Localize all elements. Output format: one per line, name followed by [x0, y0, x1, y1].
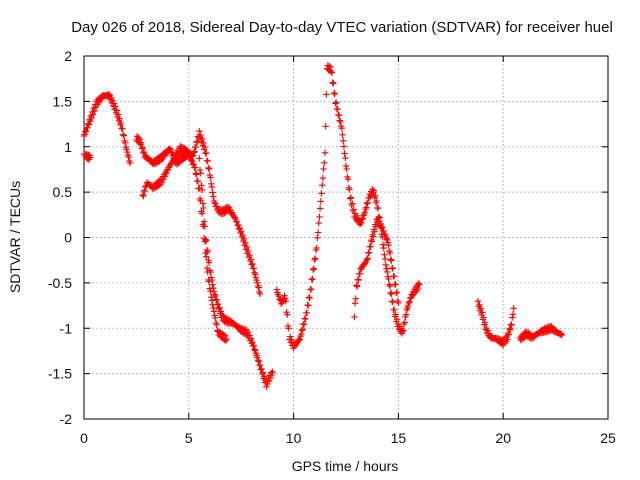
y-tick-label: 0	[64, 230, 72, 246]
data-marks	[80, 62, 566, 390]
series-trace-h	[474, 298, 517, 349]
series-trace-d	[139, 127, 264, 297]
series-trace-g	[351, 215, 402, 321]
x-tick-label: 5	[185, 430, 193, 446]
plus-markers-trace-i	[516, 323, 566, 344]
y-tick-label: -0.5	[48, 275, 72, 291]
plus-markers-trace-a	[80, 91, 134, 167]
plus-markers-trace-f	[273, 62, 423, 352]
chart-title: Day 026 of 2018, Sidereal Day-to-day VTE…	[71, 19, 613, 36]
y-tick-label: 0.5	[53, 184, 73, 200]
plus-markers-trace-h	[474, 298, 517, 349]
series-trace-f	[273, 62, 423, 352]
series-trace-b	[80, 150, 94, 163]
y-tick-label: -1.5	[48, 366, 72, 382]
y-tick-label: -1	[60, 320, 73, 336]
y-axis-label: SDTVAR / TECUs	[7, 181, 23, 293]
plus-markers-trace-d	[139, 127, 264, 297]
x-axis: 0 5 10 15 20 25	[80, 56, 616, 446]
x-tick-label: 20	[495, 430, 511, 446]
x-tick-label: 15	[391, 430, 407, 446]
series-trace-c	[133, 133, 230, 344]
plus-markers-trace-b	[80, 150, 94, 163]
y-tick-label: 1	[64, 139, 72, 155]
x-tick-label: 10	[286, 430, 302, 446]
plus-markers-trace-e	[196, 155, 276, 390]
series-trace-e	[196, 155, 276, 390]
series-trace-a	[80, 91, 134, 167]
y-tick-label: -2	[60, 411, 73, 427]
x-tick-label: 25	[600, 430, 616, 446]
x-tick-label: 0	[80, 430, 88, 446]
y-tick-label: 1.5	[53, 93, 73, 109]
plus-markers-trace-c	[133, 133, 230, 344]
x-axis-label: GPS time / hours	[292, 458, 399, 474]
grid-lines	[84, 56, 608, 419]
y-tick-label: 2	[64, 48, 72, 64]
series-trace-i	[516, 323, 566, 344]
y-axis: -2 -1.5 -1 -0.5 0 0.5 1 1.5 2	[48, 48, 608, 427]
plus-markers-trace-g	[351, 215, 402, 321]
